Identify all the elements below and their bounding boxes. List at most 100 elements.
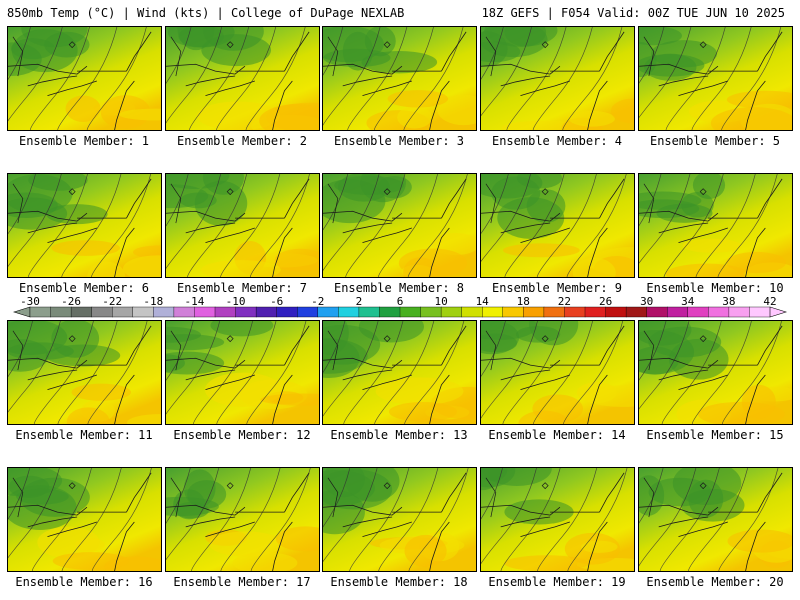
- colorbar-swatch: [625, 306, 648, 318]
- colorbar-tick-label: 14: [476, 296, 490, 308]
- colorbar-tick-label: 6: [397, 296, 404, 308]
- ensemble-member-map: [7, 467, 162, 572]
- ensemble-member-label: Ensemble Member: 8: [333, 281, 465, 295]
- colorbar-tick-label: 18: [517, 296, 530, 308]
- colorbar-swatch: [317, 306, 339, 318]
- colorbar-tick-label: -26: [61, 296, 81, 308]
- colorbar-tick-label: -14: [184, 296, 204, 308]
- ensemble-member-label: Ensemble Member: 5: [649, 134, 781, 148]
- ensemble-member-label: Ensemble Member: 14: [488, 428, 626, 442]
- map-title: 850mb Temp (°C) | Wind (kts) | College o…: [7, 6, 405, 20]
- ensemble-member-label: Ensemble Member: 1: [18, 134, 150, 148]
- ensemble-member-map: [638, 26, 793, 131]
- colorbar-left-arrow: [12, 306, 31, 318]
- ensemble-member-map: [480, 26, 635, 131]
- colorbar-tick-label: 30: [640, 296, 653, 308]
- ensemble-member-map: [165, 467, 320, 572]
- colorbar-swatch: [153, 306, 175, 318]
- colorbar-swatch: [482, 306, 504, 318]
- ensemble-member-map: [7, 320, 162, 425]
- colorbar-swatch: [194, 306, 216, 318]
- colorbar-tick-label: -30: [20, 296, 40, 308]
- ensemble-member-label: Ensemble Member: 4: [491, 134, 623, 148]
- ensemble-member-label: Ensemble Member: 6: [18, 281, 150, 295]
- colorbar-swatch: [728, 306, 750, 318]
- colorbar-swatch: [667, 306, 689, 318]
- colorbar-swatch: [461, 306, 483, 318]
- ensemble-member-map: [638, 173, 793, 278]
- ensemble-member-label: Ensemble Member: 13: [330, 428, 468, 442]
- ensemble-member-label: Ensemble Member: 20: [646, 575, 784, 589]
- colorbar-swatch: [112, 306, 134, 318]
- colorbar-tick-label: -18: [143, 296, 163, 308]
- ensemble-member-label: Ensemble Member: 9: [491, 281, 623, 295]
- colorbar-right-arrow: [769, 306, 788, 318]
- ensemble-member-map: [7, 173, 162, 278]
- ensemble-member-label: Ensemble Member: 17: [173, 575, 311, 589]
- ensemble-member-map: [638, 320, 793, 425]
- colorbar-swatch: [440, 306, 463, 318]
- colorbar-swatch: [379, 306, 401, 318]
- colorbar-swatch: [276, 306, 298, 318]
- colorbar-tick-label: -6: [270, 296, 283, 308]
- ensemble-member-label: Ensemble Member: 16: [15, 575, 153, 589]
- colorbar-tick-label: 38: [722, 296, 735, 308]
- colorbar-swatch: [91, 306, 113, 318]
- ensemble-member-label: Ensemble Member: 19: [488, 575, 626, 589]
- colorbar-swatch: [29, 306, 52, 318]
- ensemble-member-map: [7, 26, 162, 131]
- colorbar-swatch: [564, 306, 586, 318]
- ensemble-member-label: Ensemble Member: 10: [646, 281, 784, 295]
- ensemble-member-map: [480, 320, 635, 425]
- colorbar-swatch: [749, 306, 771, 318]
- ensemble-member-label: Ensemble Member: 7: [176, 281, 308, 295]
- colorbar-swatch: [235, 306, 257, 318]
- colorbar-swatch: [584, 306, 607, 318]
- colorbar-tick-label: 26: [599, 296, 612, 308]
- ensemble-member-map: [322, 467, 477, 572]
- colorbar-swatch: [70, 306, 93, 318]
- ensemble-member-map: [480, 467, 635, 572]
- colorbar-swatch: [358, 306, 380, 318]
- colorbar-swatch: [399, 306, 422, 318]
- colorbar-swatch: [50, 306, 72, 318]
- colorbar-swatch: [214, 306, 237, 318]
- ensemble-member-label: Ensemble Member: 15: [646, 428, 784, 442]
- colorbar-tick-label: -10: [226, 296, 246, 308]
- ensemble-member-map: [165, 173, 320, 278]
- colorbar-swatch: [708, 306, 730, 318]
- ensemble-member-label: Ensemble Member: 2: [176, 134, 308, 148]
- ensemble-member-label: Ensemble Member: 18: [330, 575, 468, 589]
- colorbar-tick-label: -22: [102, 296, 122, 308]
- colorbar-swatch: [605, 306, 627, 318]
- colorbar-tick-label: 34: [681, 296, 695, 308]
- ensemble-member-label: Ensemble Member: 3: [333, 134, 465, 148]
- colorbar-swatch: [132, 306, 154, 318]
- colorbar-tick-label: 22: [558, 296, 571, 308]
- colorbar-tick-label: 42: [763, 296, 776, 308]
- temperature-colorbar: -30 -26 -22 -18 -14 -10 -6 -2 2 6 10 14 18 22 26 30 34 38…: [12, 296, 788, 318]
- colorbar-swatch: [173, 306, 195, 318]
- model-run-info: 18Z GEFS | F054 Valid: 00Z TUE JUN 10 20…: [481, 6, 785, 20]
- colorbar-swatch: [687, 306, 709, 318]
- colorbar-tick-label: 2: [356, 296, 363, 308]
- colorbar-swatch: [255, 306, 278, 318]
- ensemble-member-label: Ensemble Member: 11: [15, 428, 153, 442]
- colorbar-swatch: [338, 306, 360, 318]
- colorbar-tick-label: -2: [311, 296, 324, 308]
- colorbar-swatch: [502, 306, 524, 318]
- ensemble-member-map: [638, 467, 793, 572]
- ensemble-member-map: [322, 26, 477, 131]
- ensemble-member-map: [480, 173, 635, 278]
- colorbar-swatch: [646, 306, 668, 318]
- ensemble-member-label: Ensemble Member: 12: [173, 428, 311, 442]
- colorbar-swatch: [297, 306, 319, 318]
- ensemble-member-map: [322, 173, 477, 278]
- colorbar-swatch: [523, 306, 545, 318]
- ensemble-member-map: [322, 320, 477, 425]
- ensemble-member-map: [165, 26, 320, 131]
- colorbar-swatch: [420, 306, 442, 318]
- colorbar-swatch: [543, 306, 565, 318]
- colorbar-tick-label: 10: [434, 296, 447, 308]
